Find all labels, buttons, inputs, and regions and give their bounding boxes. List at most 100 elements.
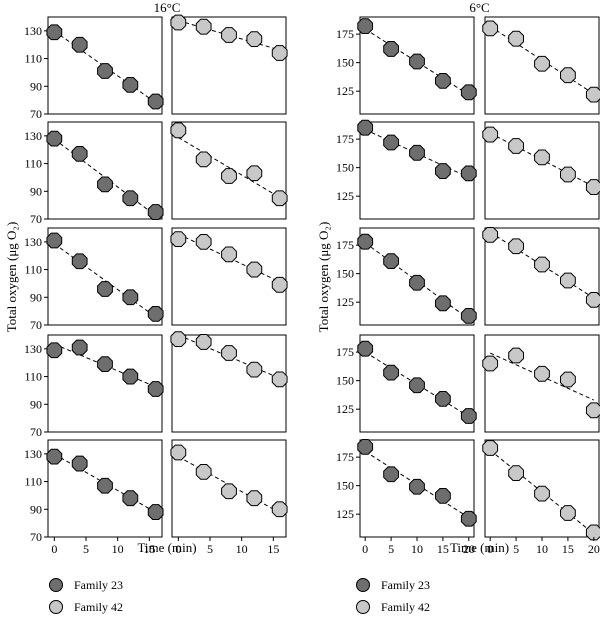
x-axis-label: Time (min) — [450, 540, 509, 555]
chart-title: 16°C — [154, 0, 181, 15]
data-point — [460, 307, 477, 324]
panel-frame — [47, 227, 163, 326]
y-tick-label: 150 — [336, 479, 354, 493]
y-tick-label: 130 — [24, 24, 42, 38]
data-point — [97, 477, 113, 494]
panel-frame — [484, 121, 600, 220]
data-point — [71, 339, 88, 356]
data-point — [585, 524, 600, 541]
y-tick-label: 175 — [336, 27, 354, 41]
data-point — [560, 505, 576, 521]
y-tick-label: 125 — [336, 507, 354, 521]
y-tick-label: 130 — [24, 129, 42, 143]
panel-row1-family-42 — [170, 14, 288, 115]
panel-row2-family-42 — [170, 121, 288, 220]
x-tick-label: 15 — [143, 542, 155, 556]
legend-item-family-23: Family 23 — [355, 574, 430, 596]
data-point — [71, 36, 88, 53]
data-point — [460, 84, 477, 101]
panel-row1-family-23 — [357, 16, 477, 115]
data-point — [435, 295, 451, 312]
data-point — [534, 485, 550, 502]
panel-row5-family-42: 0 5 10 15 — [170, 439, 288, 556]
data-point — [122, 77, 139, 93]
data-point — [147, 93, 164, 110]
panel-frame — [484, 227, 600, 326]
x-tick-label: 5 — [83, 542, 89, 556]
y-tick-label: 70 — [30, 318, 42, 332]
legend-marker — [49, 578, 63, 592]
data-point — [97, 63, 113, 79]
data-point — [271, 45, 288, 61]
data-point — [482, 20, 499, 37]
data-point — [97, 356, 113, 372]
panel-row1-family-42 — [482, 16, 600, 115]
data-point — [147, 204, 164, 220]
y-tick-label: 150 — [336, 374, 354, 388]
x-tick-label: 15 — [562, 542, 574, 556]
panel-row5-family-42: 0 5 10 15 20 — [482, 439, 600, 556]
y-tick-label: 175 — [336, 450, 354, 464]
data-point — [195, 233, 212, 250]
panel-frame — [359, 121, 475, 220]
panel-row2-family-42 — [482, 121, 600, 220]
data-point — [221, 345, 237, 361]
data-point — [508, 347, 524, 364]
data-point — [585, 86, 600, 103]
data-point — [122, 490, 139, 507]
data-point — [560, 371, 576, 388]
x-axis-label: Time (min) — [137, 540, 196, 555]
data-point — [271, 501, 288, 518]
panel-row4-family-23 — [357, 334, 477, 433]
data-point — [409, 478, 425, 495]
trend-line — [364, 351, 470, 417]
legend-label: Family 23 — [74, 577, 124, 592]
data-point — [534, 149, 550, 166]
data-point — [71, 253, 88, 270]
y-tick-label: 110 — [24, 263, 42, 277]
data-point — [409, 274, 425, 291]
data-point — [357, 119, 374, 136]
data-point — [560, 67, 576, 84]
trend-line — [178, 233, 280, 283]
x-tick-label: 10 — [411, 542, 423, 556]
y-axis-label: Total oxygen (μg O₂) — [4, 222, 19, 333]
data-point — [246, 361, 263, 378]
y-tick-label: 130 — [24, 235, 42, 249]
legend-item-family-23: Family 23 — [48, 574, 123, 596]
data-point — [409, 377, 425, 394]
legend-marker — [356, 578, 370, 592]
data-point — [147, 504, 164, 520]
panel-row1-family-23 — [46, 16, 164, 115]
y-tick-label: 175 — [336, 132, 354, 146]
data-point — [357, 340, 374, 357]
data-point — [97, 281, 113, 297]
data-point — [508, 138, 524, 154]
y-tick-label: 150 — [336, 161, 354, 175]
data-point — [46, 24, 63, 41]
data-point — [170, 231, 187, 247]
data-point — [383, 253, 399, 269]
y-tick-label: 125 — [336, 402, 354, 416]
y-tick-label: 90 — [30, 184, 42, 198]
y-tick-label: 110 — [24, 157, 42, 171]
data-point — [482, 226, 499, 243]
data-point — [460, 510, 477, 527]
panel-row4-family-23 — [46, 334, 164, 433]
panel-row5-family-23: 0 5 10 15 20 — [357, 438, 477, 556]
data-point — [435, 488, 451, 504]
data-point — [460, 165, 477, 182]
data-point — [147, 306, 164, 322]
panel-frame — [171, 227, 287, 326]
data-point — [409, 144, 425, 161]
legend-label: Family 42 — [74, 599, 124, 614]
y-tick-label: 70 — [30, 212, 42, 226]
data-point — [508, 238, 524, 255]
data-point — [221, 168, 237, 184]
data-point — [482, 440, 499, 456]
x-tick-label: 0 — [362, 542, 368, 556]
data-point — [170, 331, 187, 348]
trend-line — [178, 334, 280, 379]
data-point — [46, 232, 63, 249]
data-point — [560, 272, 576, 289]
